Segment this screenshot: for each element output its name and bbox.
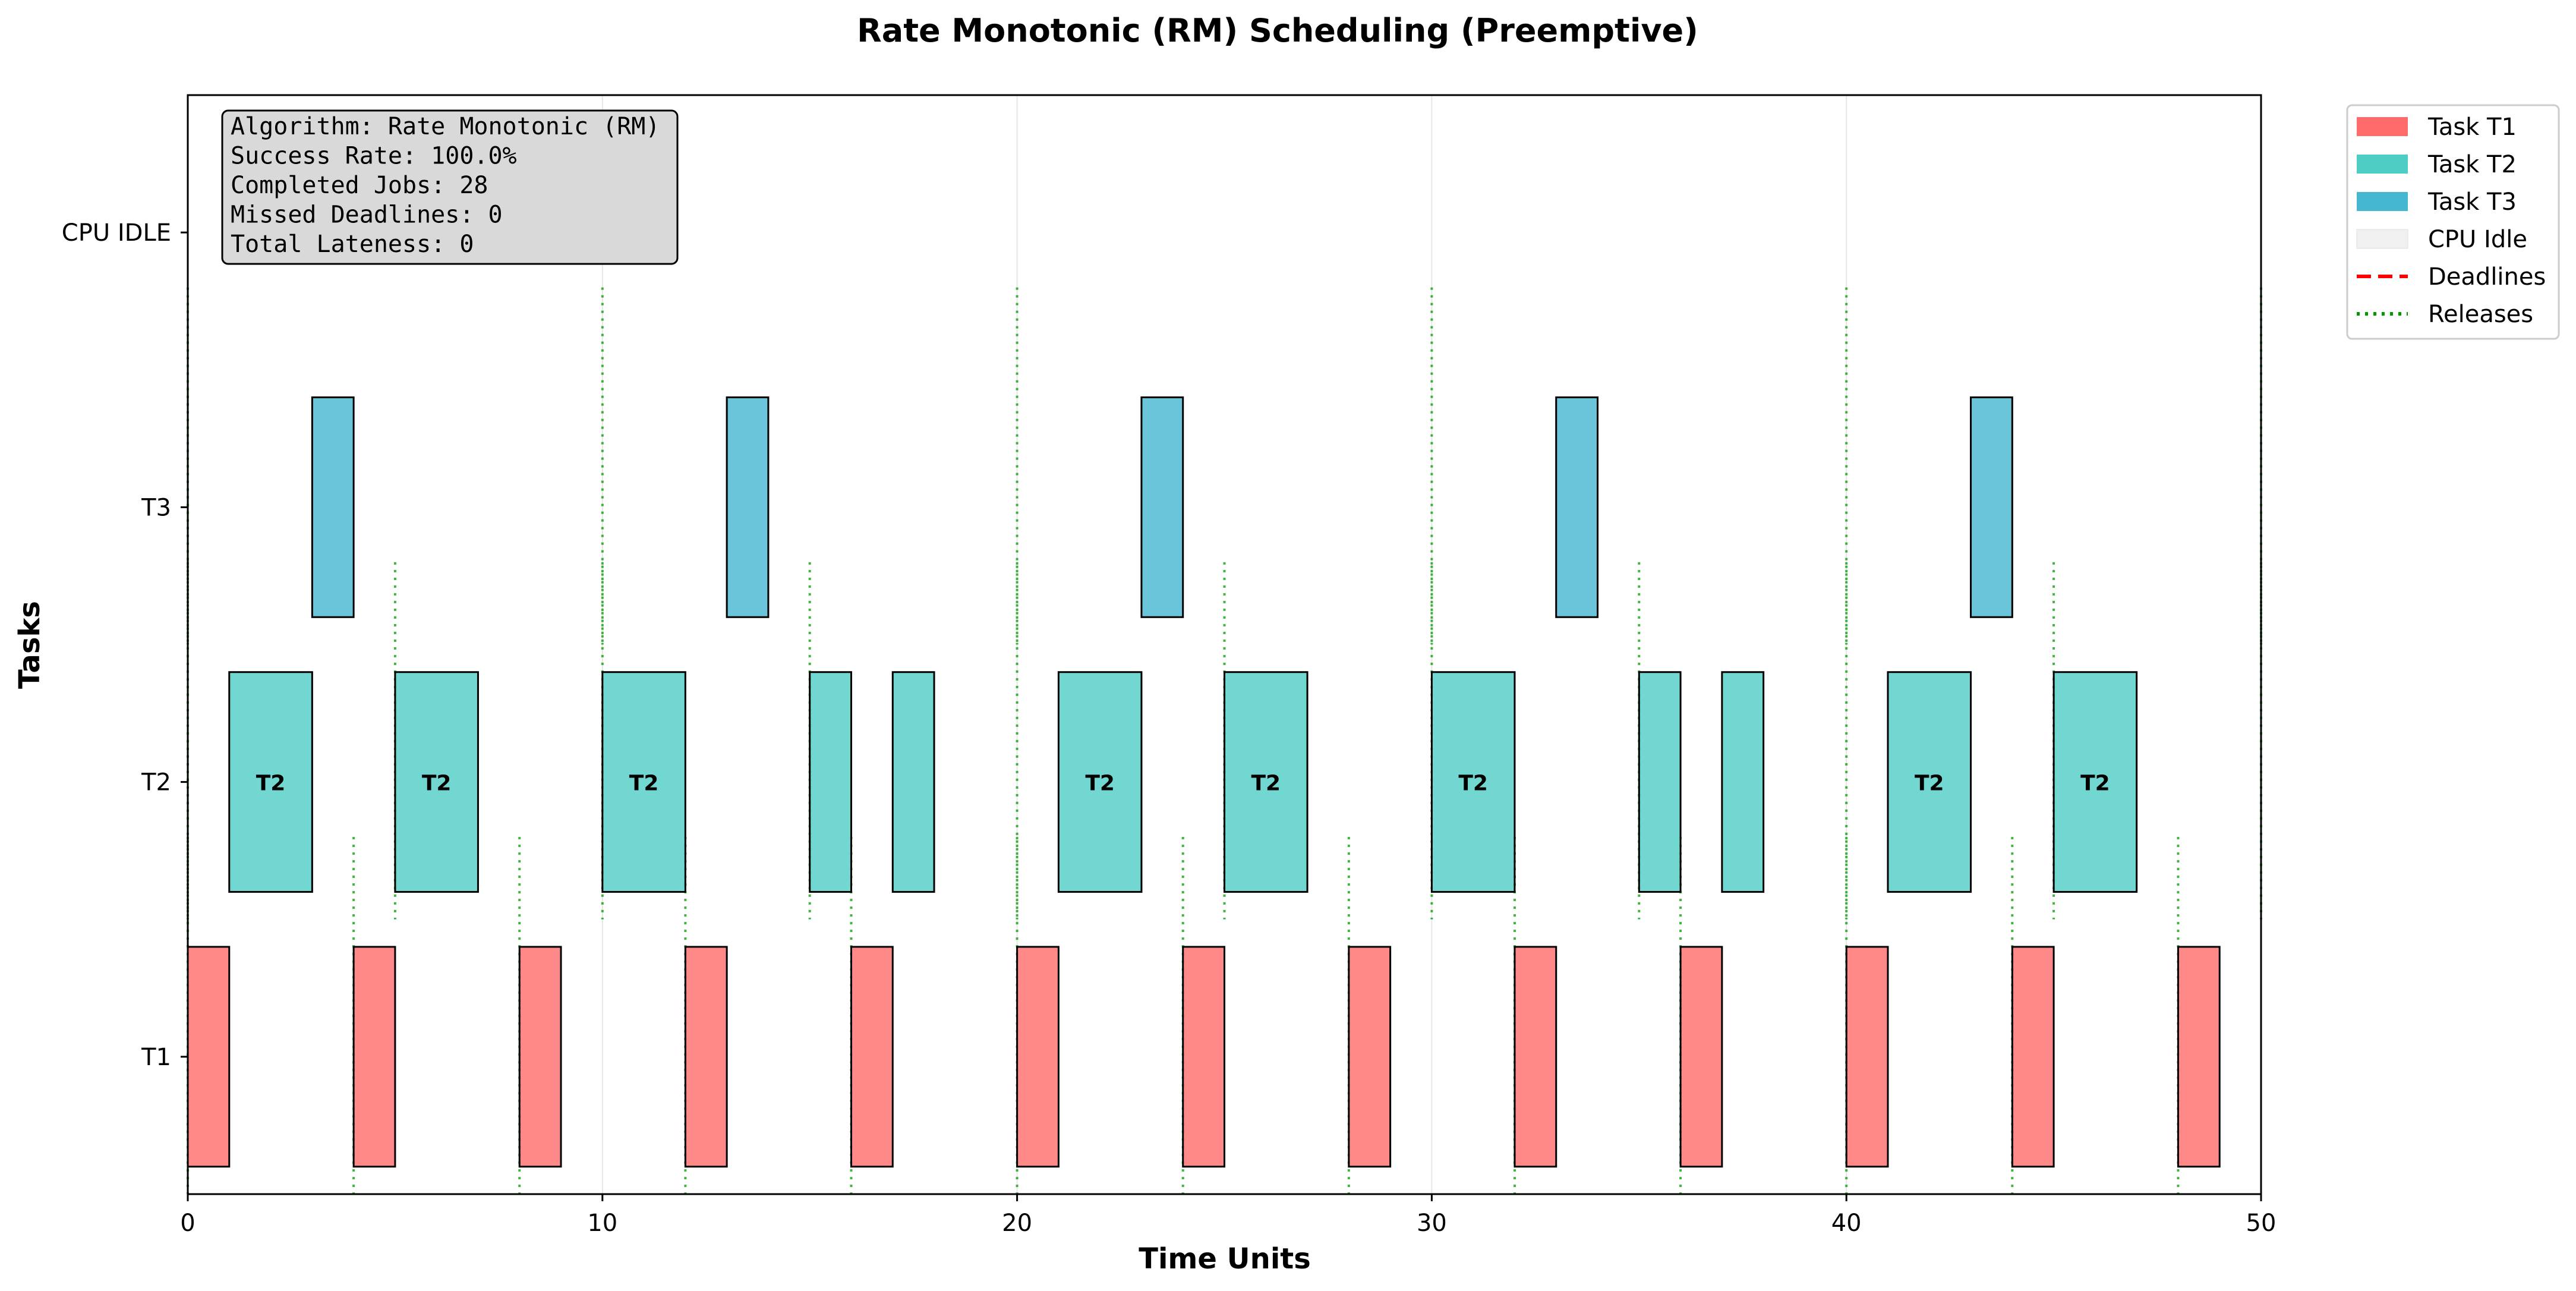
legend-label: Task T3 [2427, 188, 2517, 216]
task-bar-t2 [601, 671, 686, 893]
task-bar-t3 [1970, 396, 2013, 618]
x-axis-label: Time Units [1139, 1242, 1311, 1276]
task-bar-t1 [2011, 946, 2055, 1168]
legend-swatch [2356, 229, 2408, 249]
task-bar-t2 [394, 671, 479, 893]
task-bar-t2 [2052, 671, 2138, 893]
task-bar-t1 [1016, 946, 1060, 1168]
stats-box-frame [221, 109, 679, 265]
task-bar-t1 [1182, 946, 1225, 1168]
task-bar-t1 [1348, 946, 1392, 1168]
stats-box: Algorithm: Rate Monotonic (RM) Success Ra… [221, 109, 679, 265]
task-bar-t3 [1140, 396, 1184, 618]
task-bar-t3 [726, 396, 770, 618]
task-bar-t2 [1430, 671, 1516, 893]
task-bar-t2 [1721, 671, 1765, 893]
y-tick-label: T2 [141, 769, 171, 796]
task-bar-t1 [1679, 946, 1723, 1168]
task-bar-t2 [1638, 671, 1682, 893]
x-tick-label: 0 [180, 1210, 195, 1237]
task-bar-t1 [187, 946, 231, 1168]
x-tick-label: 10 [587, 1210, 617, 1237]
task-bar-label: T2 [1251, 772, 1281, 796]
task-bar-t2 [228, 671, 313, 893]
plot-frame [187, 94, 2262, 1195]
stats-line: Missed Deadlines: 0 [231, 201, 503, 229]
task-bar-t2 [1887, 671, 1972, 893]
legend-label: Releases [2428, 301, 2533, 328]
task-bar-t2 [809, 671, 852, 893]
task-bar-t1 [1514, 946, 1557, 1168]
y-axis-ticks: T1 T2 T3 CPU IDLE [62, 219, 188, 1071]
x-tick-label: 50 [2246, 1210, 2277, 1237]
y-tick-label: T3 [141, 494, 171, 521]
task-bar-label: T2 [2080, 772, 2110, 796]
task-bar-label: T2 [1915, 772, 1944, 796]
task-bar-label: T2 [629, 772, 659, 796]
task-bar-t1 [850, 946, 894, 1168]
y-tick-label: T1 [141, 1044, 171, 1071]
task-bar-t1 [684, 946, 728, 1168]
task-bar-label: T2 [1458, 772, 1488, 796]
x-axis-ticks: 0 10 20 30 40 50 [180, 1194, 2276, 1237]
legend-swatch [2357, 117, 2408, 136]
stats-line: Success Rate: 100.0% [231, 143, 517, 170]
legend: Task T1 Task T2 Task T3 CPU Idle Deadlines Re… [2346, 104, 2560, 340]
y-axis-label: Tasks [13, 601, 46, 689]
x-tick-label: 40 [1831, 1210, 1862, 1237]
x-tick-label: 30 [1417, 1210, 1447, 1237]
legend-swatch [2357, 192, 2408, 211]
legend-label: Deadlines [2428, 263, 2546, 291]
task-bar-t2 [1057, 671, 1143, 893]
task-bar-t1 [352, 946, 396, 1168]
stats-line: Algorithm: Rate Monotonic (RM) [231, 113, 660, 140]
legend-label: Task T1 [2427, 114, 2517, 141]
task-bar-t1 [518, 946, 562, 1168]
y-tick-label: CPU IDLE [62, 219, 171, 247]
stats-line: Completed Jobs: 28 [231, 172, 488, 199]
task-bar-t1 [2177, 946, 2221, 1168]
legend-label: CPU Idle [2428, 226, 2527, 253]
task-bar-t3 [1555, 396, 1599, 618]
task-bar-label: T2 [256, 772, 286, 796]
legend-swatch [2357, 155, 2408, 174]
task-bars: T2 T2 T2 T2 T2 T2 T2 T2 [187, 396, 2221, 1168]
legend-label: Task T2 [2427, 151, 2517, 178]
task-bar-t2 [891, 671, 935, 893]
task-bar-t2 [1224, 671, 1309, 893]
task-bar-t1 [1845, 946, 1889, 1168]
stats-line: Total Lateness: 0 [231, 231, 474, 258]
task-bar-label: T2 [1085, 772, 1115, 796]
task-bar-t3 [311, 396, 355, 618]
x-tick-label: 20 [1002, 1210, 1032, 1237]
task-bar-label: T2 [422, 772, 452, 796]
chart-title: Rate Monotonic (RM) Scheduling (Preempti… [857, 12, 1698, 49]
